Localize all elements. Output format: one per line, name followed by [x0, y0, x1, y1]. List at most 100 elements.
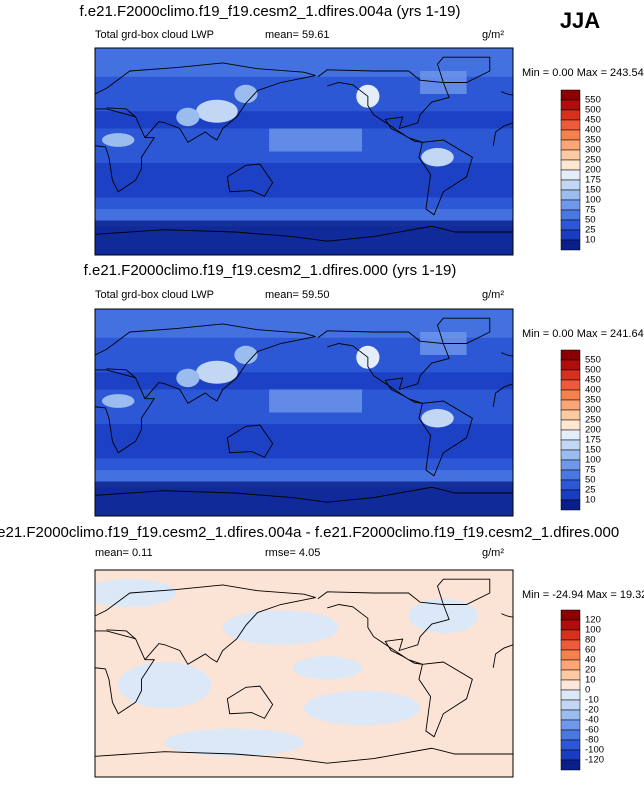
colorbar-box [560, 239, 581, 251]
map-blob [234, 84, 258, 104]
map-blob [196, 99, 238, 123]
colorbar-box [560, 159, 581, 171]
colorbar-box [560, 379, 581, 391]
map-frame [94, 308, 514, 517]
map-blob [421, 409, 454, 428]
center-label: rmse= 4.05 [265, 547, 320, 559]
colorbar-box [560, 219, 581, 231]
left-label: Total grd-box cloud LWP [95, 29, 214, 41]
colorbar-box [560, 759, 581, 771]
colorbar-label: -60 [585, 725, 599, 736]
map-blob [176, 107, 200, 127]
colorbar-label: 500 [585, 105, 601, 116]
colorbar-box [560, 109, 581, 121]
colorbar-label: 250 [585, 155, 601, 166]
colorbar-label: 350 [585, 135, 601, 146]
colorbar-label: 450 [585, 115, 601, 126]
colorbar-label: 550 [585, 95, 601, 106]
colorbar-label: 100 [585, 625, 601, 636]
colorbar-label: 50 [585, 475, 596, 486]
colorbar-box [560, 209, 581, 221]
colorbar-box [560, 449, 581, 461]
colorbar-label: 500 [585, 365, 601, 376]
colorbar-label: -40 [585, 715, 599, 726]
map-band [269, 128, 363, 152]
center-label: mean= 59.61 [265, 29, 330, 41]
colorbar-box [560, 99, 581, 111]
colorbar-box [560, 399, 581, 411]
map-band [95, 111, 513, 129]
map-blob [234, 345, 258, 365]
colorbar-box [560, 389, 581, 401]
colorbar-box [560, 189, 581, 201]
colorbar-label: 150 [585, 185, 601, 196]
colorbar-box [560, 169, 581, 181]
colorbar-label: 100 [585, 195, 601, 206]
left-label: mean= 0.11 [95, 547, 153, 559]
colorbar-box [560, 709, 581, 721]
map-blob [304, 690, 421, 726]
map-band [269, 389, 363, 413]
colorbar-box [560, 679, 581, 691]
colorbar-label: 120 [585, 615, 601, 626]
colorbar-label: 10 [585, 235, 596, 246]
colorbar-box [560, 89, 581, 101]
min-max-label: Min = 0.00 Max = 241.64 [522, 328, 644, 340]
units-label: g/m² [482, 547, 504, 559]
panel-title: f.e21.F2000climo.f19_f19.cesm2_1.dfires.… [0, 524, 619, 541]
colorbar-label: -20 [585, 705, 599, 716]
colorbar-box [560, 439, 581, 451]
map-blob [196, 360, 238, 384]
colorbar-box [560, 749, 581, 761]
colorbar-box [560, 359, 581, 371]
units-label: g/m² [482, 29, 504, 41]
map [95, 309, 513, 516]
map [95, 570, 513, 777]
colorbar-box [560, 659, 581, 671]
colorbar-box [560, 489, 581, 501]
colorbar-label: 250 [585, 415, 601, 426]
colorbar-label: 50 [585, 215, 596, 226]
map-frame [94, 569, 514, 778]
colorbar-box [560, 639, 581, 651]
colorbar-label: 25 [585, 225, 596, 236]
map-blob [101, 133, 135, 147]
map-band [95, 372, 513, 390]
left-label: Total grd-box cloud LWP [95, 289, 214, 301]
colorbar-label: 400 [585, 385, 601, 396]
colorbar-label: 80 [585, 635, 596, 646]
map-blob [292, 656, 363, 680]
colorbar-label: 200 [585, 425, 601, 436]
colorbar-box [560, 499, 581, 511]
colorbar-box [560, 669, 581, 681]
map-frame [94, 47, 514, 256]
min-max-label: Min = 0.00 Max = 243.54 [522, 67, 644, 79]
map-band [95, 163, 513, 198]
colorbar-label: 75 [585, 205, 596, 216]
colorbar-label: 10 [585, 495, 596, 506]
colorbar-label: 20 [585, 665, 596, 676]
colorbar-box [560, 469, 581, 481]
colorbar-label: 75 [585, 465, 596, 476]
units-label: g/m² [482, 289, 504, 301]
colorbar-label: 10 [585, 675, 596, 686]
center-label: mean= 59.50 [265, 289, 330, 301]
colorbar-box [560, 119, 581, 131]
colorbar-box [560, 369, 581, 381]
map-blob [176, 368, 200, 388]
colorbar-box [560, 479, 581, 491]
colorbar-box [560, 629, 581, 641]
colorbar-label: 25 [585, 485, 596, 496]
colorbar-box [560, 429, 581, 441]
panel-title: f.e21.F2000climo.f19_f19.cesm2_1.dfires.… [84, 262, 457, 279]
colorbar-box [560, 719, 581, 731]
colorbar-label: 450 [585, 375, 601, 386]
min-max-label: Min = -24.94 Max = 19.32 [522, 589, 644, 601]
map-band [95, 424, 513, 459]
map-blob [118, 662, 212, 708]
colorbar-box [560, 699, 581, 711]
colorbar-label: 60 [585, 645, 596, 656]
colorbar-label: 350 [585, 395, 601, 406]
map [95, 48, 513, 255]
